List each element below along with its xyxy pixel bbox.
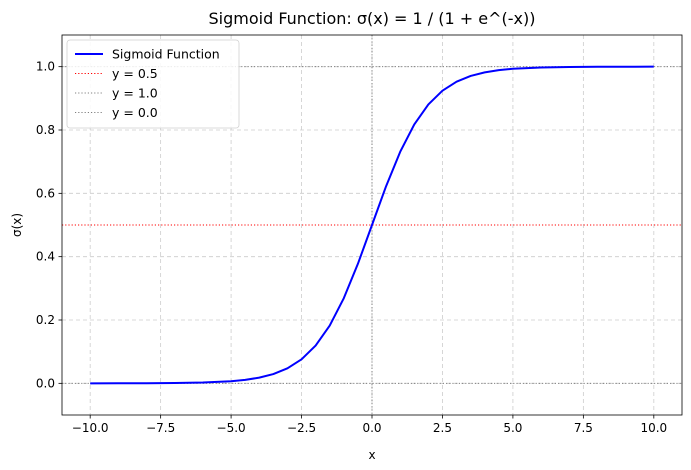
y-tick-label-5: 1.0	[36, 60, 55, 74]
y-tick-label-1: 0.2	[36, 313, 55, 327]
x-tick-label-4: 0.0	[362, 421, 381, 435]
y-axis-label: σ(x)	[10, 213, 24, 237]
y-tick-label-3: 0.6	[36, 186, 55, 200]
y-tick-label-0: 0.0	[36, 376, 55, 390]
legend: Sigmoid Function y = 0.5 y = 1.0 y = 0.0	[66, 39, 240, 129]
legend-label-3: y = 0.0	[112, 105, 158, 120]
y-tick-label-2: 0.4	[36, 250, 55, 264]
y-ticks-layer: 0.0 0.2 0.4 0.6 0.8 1.0	[36, 60, 62, 390]
legend-label-2: y = 1.0	[112, 86, 158, 101]
x-tick-label-8: 10.0	[640, 421, 667, 435]
x-axis-label: x	[368, 448, 375, 462]
x-tick-label-2: −5.0	[217, 421, 246, 435]
x-tick-label-6: 5.0	[503, 421, 522, 435]
x-tick-label-1: −7.5	[146, 421, 175, 435]
x-ticks-layer: −10.0 −7.5 −5.0 −2.5 0.0 2.5 5.0 7.5 10.0	[72, 415, 667, 435]
x-tick-label-7: 7.5	[574, 421, 593, 435]
series-layer	[90, 65, 654, 385]
x-tick-label-3: −2.5	[287, 421, 316, 435]
chart-title: Sigmoid Function: σ(x) = 1 / (1 + e^(-x)…	[209, 9, 536, 28]
legend-label-0: Sigmoid Function	[112, 47, 220, 62]
x-tick-label-5: 2.5	[433, 421, 452, 435]
y-tick-label-4: 0.8	[36, 123, 55, 137]
x-tick-label-0: −10.0	[72, 421, 109, 435]
series-line-sigmoid	[90, 65, 654, 385]
legend-box	[66, 39, 240, 129]
legend-label-1: y = 0.5	[112, 66, 158, 81]
